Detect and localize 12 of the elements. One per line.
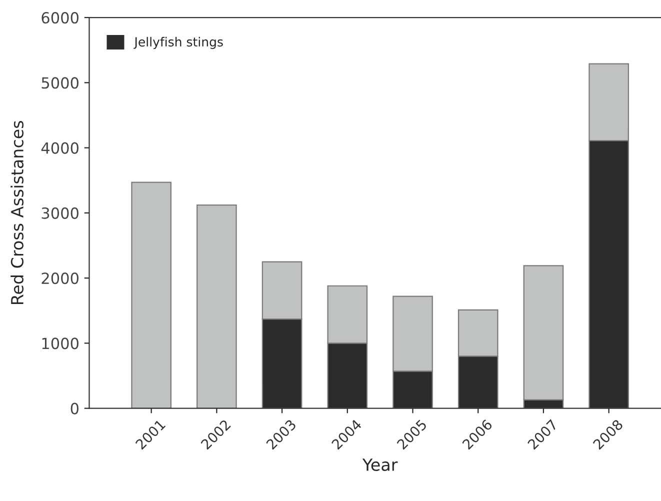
legend-label: Jellyfish stings xyxy=(134,36,223,50)
x-axis-title: Year xyxy=(362,458,398,471)
y-tick-label: 1000 xyxy=(42,338,78,350)
y-tick-label: 3000 xyxy=(42,207,78,219)
y-tick-label: 4000 xyxy=(41,142,78,154)
bar xyxy=(131,182,172,408)
bar xyxy=(196,204,237,408)
y-tick-label: 5000 xyxy=(42,77,78,89)
y-tick-label: 6000 xyxy=(42,12,78,24)
y-tick-label: 2000 xyxy=(42,272,78,284)
y-axis-title: Red Cross Assistances xyxy=(10,121,24,304)
y-tick-label: 0 xyxy=(70,402,78,414)
